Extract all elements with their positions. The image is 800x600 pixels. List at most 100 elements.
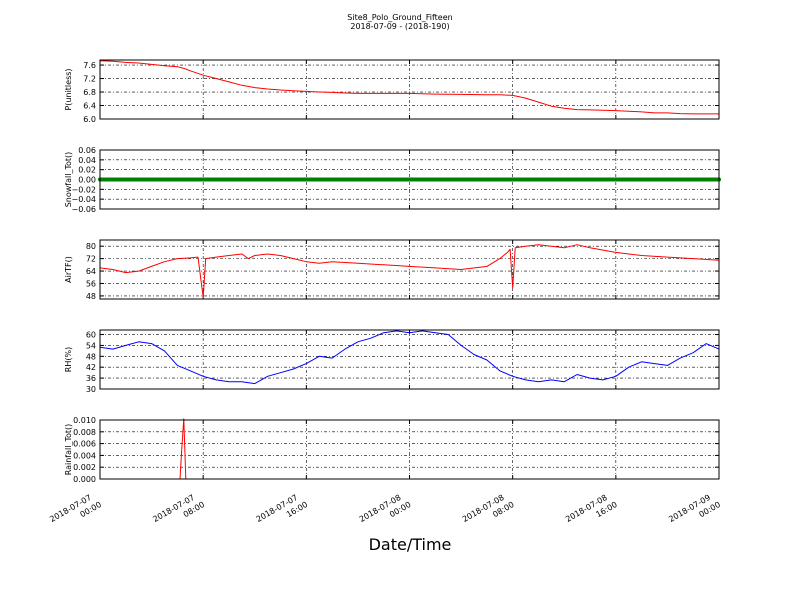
- snowfall-series-point: [149, 177, 154, 182]
- snowfall-series-point: [426, 177, 431, 182]
- snowfall-series-point: [239, 177, 244, 182]
- pressure-ytick-label: 7.2: [83, 75, 96, 84]
- snowfall-series-point: [207, 177, 212, 182]
- rainfall-ytick-label: 0.004: [73, 451, 96, 460]
- rh-ytick-label: 42: [86, 363, 96, 372]
- snowfall-series-point: [381, 177, 386, 182]
- snowfall-series-point: [201, 177, 206, 182]
- snowfall-series-point: [510, 177, 515, 182]
- snowfall-series-point: [297, 177, 302, 182]
- snowfall-series-point: [143, 177, 148, 182]
- airtemp-ytick-label: 48: [86, 292, 96, 301]
- rainfall-panel: 0.000 0.002 0.004 0.006 0.008 0.010Rainfall_T…: [64, 416, 720, 484]
- snowfall-series-point: [613, 177, 618, 182]
- snowfall-panel: −0.06−0.04−0.020.000.020.040.06 Snowfall_…: [64, 146, 721, 214]
- snowfall-series-point: [394, 177, 399, 182]
- snowfall-y-axis-label: Snowfall_Tot(): [64, 152, 73, 208]
- airtemp-panel: 48 56 64 72 80 AirTF(): [64, 239, 720, 301]
- snowfall-series-point: [704, 177, 709, 182]
- snowfall-series-point: [439, 177, 444, 182]
- snowfall-series-point: [188, 177, 193, 182]
- snowfall-series-point: [317, 177, 322, 182]
- snowfall-series-point: [658, 177, 663, 182]
- pressure-ytick-label: 6.8: [83, 88, 96, 97]
- snowfall-frame: [99, 149, 720, 210]
- snowfall-series-point: [710, 177, 715, 182]
- snowfall-series-point: [665, 177, 670, 182]
- snowfall-series-point: [607, 177, 612, 182]
- rainfall-ytick-label: 0.002: [73, 463, 96, 472]
- snowfall-series-point: [349, 177, 354, 182]
- snowfall-series-point: [310, 177, 315, 182]
- snowfall-series-point: [362, 177, 367, 182]
- rh-ytick-label: 48: [86, 352, 96, 361]
- snowfall-series-point: [530, 177, 535, 182]
- pressure-series-line: [99, 60, 719, 115]
- snowfall-series-point: [633, 177, 638, 182]
- airtemp-ytick-label: 72: [86, 255, 96, 264]
- snowfall-series-point: [691, 177, 696, 182]
- snowfall-series-point: [452, 177, 457, 182]
- snowfall-series-point: [175, 177, 180, 182]
- snowfall-series-point: [536, 177, 541, 182]
- rh-ytick-label: 30: [86, 385, 96, 394]
- snowfall-series-point: [110, 177, 115, 182]
- rainfall-ytick-label: 0.000: [73, 475, 96, 484]
- rh-ytick-label: 36: [86, 374, 96, 383]
- snowfall-ytick-label: −0.06: [71, 205, 96, 214]
- rh-y-axis-label: RH(%): [64, 347, 73, 372]
- rainfall-ytick-label: 0.010: [73, 416, 96, 425]
- snowfall-series-point: [104, 177, 109, 182]
- snowfall-series-point: [646, 177, 651, 182]
- snowfall-series-point: [278, 177, 283, 182]
- snowfall-series-point: [678, 177, 683, 182]
- snowfall-series-point: [575, 177, 580, 182]
- snowfall-series-point: [523, 177, 528, 182]
- snowfall-ytick-label: 0.00: [78, 176, 96, 185]
- snowfall-series-point: [484, 177, 489, 182]
- snowfall-series-point: [497, 177, 502, 182]
- snowfall-series-point: [291, 177, 296, 182]
- snowfall-series-point: [375, 177, 380, 182]
- snowfall-series-point: [246, 177, 251, 182]
- airtemp-ytick-label: 56: [86, 279, 96, 288]
- chart-panels: 6.0 6.4 6.8 7.2 7.6 P(unitless) −0.06−0.04−0.0…: [64, 59, 721, 484]
- rainfall-frame: [99, 419, 720, 480]
- pressure-y-axis-label: P(unitless): [64, 68, 73, 110]
- snowfall-series-point: [407, 177, 412, 182]
- snowfall-series-point: [368, 177, 373, 182]
- rh-frame: [99, 329, 720, 390]
- snowfall-series-point: [401, 177, 406, 182]
- snowfall-series-point: [168, 177, 173, 182]
- snowfall-series-point: [652, 177, 657, 182]
- rh-ytick-label: 60: [86, 331, 96, 340]
- snowfall-series-point: [355, 177, 360, 182]
- snowfall-series-point: [343, 177, 348, 182]
- snowfall-series-point: [181, 177, 186, 182]
- snowfall-series-point: [136, 177, 141, 182]
- snowfall-series-point: [433, 177, 438, 182]
- snowfall-series-point: [626, 177, 631, 182]
- snowfall-series-point: [220, 177, 225, 182]
- snowfall-series-point: [542, 177, 547, 182]
- pressure-frame: [99, 59, 720, 120]
- snowfall-series-point: [284, 177, 289, 182]
- snowfall-series-point: [304, 177, 309, 182]
- snowfall-series-point: [117, 177, 122, 182]
- pressure-ytick-label: 6.0: [83, 115, 96, 124]
- rainfall-ytick-label: 0.008: [73, 428, 96, 437]
- snowfall-series-point: [581, 177, 586, 182]
- snowfall-ytick-label: −0.04: [71, 195, 96, 204]
- snowfall-series-point: [226, 177, 231, 182]
- snowfall-series-point: [465, 177, 470, 182]
- snowfall-series-point: [555, 177, 560, 182]
- snowfall-series-point: [562, 177, 567, 182]
- chart-subtitle: 2018-07-09 - (2018-190): [350, 22, 449, 31]
- snowfall-series-point: [214, 177, 219, 182]
- snowfall-series-point: [252, 177, 257, 182]
- snowfall-series-point: [162, 177, 167, 182]
- snowfall-series-point: [639, 177, 644, 182]
- snowfall-series-point: [684, 177, 689, 182]
